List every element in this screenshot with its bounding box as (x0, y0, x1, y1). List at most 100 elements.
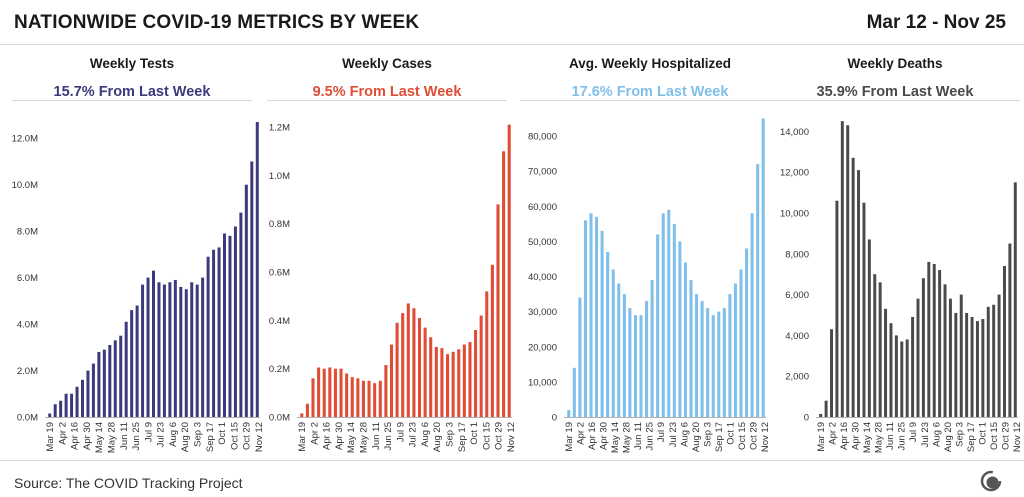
bar-tests (239, 212, 243, 417)
bar-cases (384, 365, 388, 417)
y-tick-label-cases: 0.2M (269, 364, 290, 375)
bar-hospitalized (606, 251, 610, 417)
bar-tests (250, 161, 254, 417)
x-tick-label-cases: Oct 1 (469, 422, 480, 445)
bar-tests (157, 282, 161, 417)
bar-hospitalized (761, 118, 765, 417)
bar-hospitalized (567, 409, 571, 417)
bar-hospitalized (717, 311, 721, 417)
bar-cases (361, 380, 365, 417)
bar-hospitalized (617, 283, 621, 417)
x-tick-label-tests: Oct 15 (229, 422, 240, 450)
bar-tests (244, 184, 248, 417)
bar-deaths (878, 282, 882, 417)
x-tick-label-cases: Oct 29 (494, 422, 505, 450)
bar-tests (255, 121, 259, 417)
bar-hospitalized (695, 294, 699, 417)
panel-header-cases: Weekly Cases 9.5% From Last Week (267, 56, 507, 100)
bar-cases (311, 378, 315, 417)
panel-change-hospitalized: 17.6% From Last Week (571, 84, 729, 100)
x-tick-label-hospitalized: Oct 1 (725, 422, 736, 445)
y-tick-label-hospitalized: 0 (552, 413, 557, 424)
bar-tests (184, 289, 188, 417)
bar-tests (102, 349, 106, 417)
x-tick-label-hospitalized: Apr 30 (599, 422, 610, 450)
x-tick-label-hospitalized: Sep 17 (714, 422, 725, 452)
bar-hospitalized (628, 308, 632, 417)
x-tick-label-tests: Mar 19 (45, 422, 56, 452)
x-tick-label-deaths: Oct 1 (977, 422, 988, 445)
bar-cases (423, 327, 427, 417)
bar-tests (53, 404, 57, 417)
y-tick-label-hospitalized: 80,000 (528, 132, 557, 143)
bar-hospitalized (706, 308, 710, 417)
bar-deaths (948, 298, 952, 417)
bar-hospitalized (667, 209, 671, 417)
y-tick-label-deaths: 2,000 (785, 372, 809, 383)
bar-tests (70, 393, 74, 417)
bar-deaths (938, 270, 942, 417)
x-tick-label-tests: Oct 1 (217, 422, 228, 445)
panel-divider-cases (267, 100, 507, 101)
bar-hospitalized (622, 294, 626, 417)
bar-tests (124, 321, 128, 417)
bar-cases (389, 344, 394, 417)
x-tick-label-cases: Apr 30 (334, 422, 345, 450)
bar-deaths (873, 274, 877, 417)
x-tick-label-tests: Jul 9 (143, 422, 154, 442)
bar-cases (440, 348, 444, 417)
bar-hospitalized (661, 213, 665, 417)
bar-tests (228, 235, 232, 417)
bar-deaths (1008, 243, 1012, 417)
bar-hospitalized (739, 269, 743, 417)
x-tick-label-cases: May 28 (358, 422, 369, 453)
bar-deaths (900, 341, 904, 417)
bar-cases (485, 291, 489, 417)
x-tick-label-deaths: May 28 (874, 422, 885, 453)
bar-hospitalized (639, 315, 643, 417)
x-tick-label-deaths: Mar 19 (816, 422, 827, 452)
bar-cases (328, 367, 332, 417)
bar-deaths (911, 317, 915, 417)
y-tick-label-deaths: 12,000 (780, 168, 809, 179)
bar-cases (490, 264, 494, 417)
x-tick-label-cases: May 14 (346, 422, 357, 453)
y-tick-label-deaths: 0 (804, 413, 809, 424)
x-tick-label-hospitalized: Apr 16 (587, 422, 598, 450)
x-tick-label-tests: Apr 16 (70, 422, 81, 450)
x-tick-label-deaths: Oct 15 (989, 422, 1000, 450)
bar-tests (201, 277, 205, 417)
bar-deaths (943, 284, 947, 417)
x-tick-label-cases: Sep 17 (457, 422, 468, 452)
y-tick-label-cases: 0.0M (269, 413, 290, 424)
x-tick-label-tests: Jun 11 (119, 422, 130, 450)
bar-deaths (862, 202, 866, 417)
bar-hospitalized (711, 315, 715, 417)
bar-deaths (916, 298, 920, 417)
x-tick-label-cases: Apr 16 (322, 422, 333, 450)
x-tick-label-tests: Sep 3 (193, 422, 204, 447)
x-tick-label-cases: Jul 9 (395, 422, 406, 442)
x-tick-label-hospitalized: Jul 9 (656, 422, 667, 442)
source-note: Source: The COVID Tracking Project (14, 475, 243, 491)
bar-cases (401, 313, 405, 417)
bar-cases (468, 342, 472, 417)
bar-cases (434, 346, 438, 417)
bar-deaths (992, 304, 996, 417)
bar-tests (212, 249, 216, 417)
y-tick-label-deaths: 14,000 (780, 127, 809, 138)
x-tick-label-cases: Jun 11 (371, 422, 382, 450)
y-tick-label-hospitalized: 40,000 (528, 272, 557, 283)
bar-deaths (981, 319, 985, 417)
panel-title-cases: Weekly Cases (342, 56, 432, 71)
x-tick-label-tests: Jul 23 (156, 422, 167, 447)
panel-divider-deaths (775, 100, 1020, 101)
bar-tests (223, 233, 226, 417)
bar-tests (97, 351, 101, 417)
bar-cases (345, 373, 349, 417)
bar-deaths (932, 263, 936, 417)
bar-tests (130, 310, 134, 417)
bar-deaths (819, 413, 823, 417)
bar-deaths (846, 125, 850, 417)
bar-deaths (959, 294, 963, 417)
